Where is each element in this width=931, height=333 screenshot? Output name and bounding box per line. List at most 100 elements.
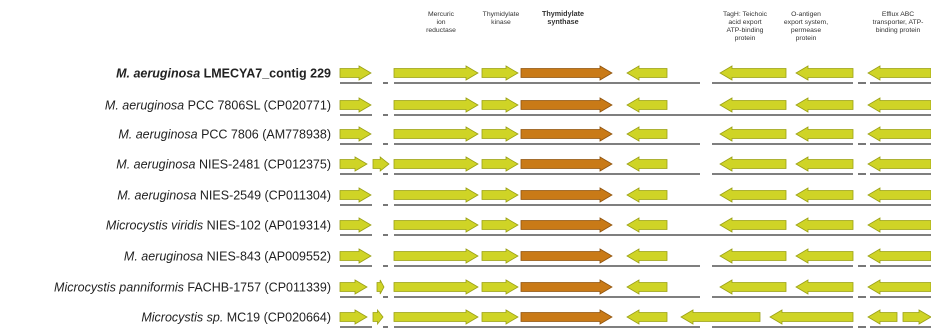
gene-title-line: ion xyxy=(436,19,445,26)
gene-arrow xyxy=(719,248,787,264)
species-name: M. aeruginosa xyxy=(118,128,197,142)
gene-arrow xyxy=(769,309,854,325)
gene-arrow xyxy=(795,126,854,142)
species-name: M. aeruginosa xyxy=(116,158,195,172)
backbones xyxy=(340,82,931,328)
strain-id: PCC 7806 (AM778938) xyxy=(198,128,331,142)
gene-arrow xyxy=(795,279,854,295)
gene-arrow xyxy=(339,279,368,295)
gene-arrow xyxy=(719,65,787,81)
gene-arrow xyxy=(376,279,385,295)
strain-label: M. aeruginosa PCC 7806SL (CP020771) xyxy=(105,99,331,113)
species-name: M. aeruginosa xyxy=(116,67,200,81)
species-name: M. aeruginosa xyxy=(105,99,184,113)
gene-arrow xyxy=(795,156,854,172)
gene-arrow xyxy=(626,279,668,295)
thymidylate-synthase-gene-arrow xyxy=(520,187,613,203)
species-name: Microcystis panniformis xyxy=(54,281,184,295)
gene-title-line: Mercuric xyxy=(428,11,455,18)
strain-id: NIES-102 (AP019314) xyxy=(203,219,331,233)
gene-row-8 xyxy=(339,279,931,295)
gene-arrow xyxy=(680,309,761,325)
gene-arrow xyxy=(339,156,368,172)
thymidylate-synthase-gene-arrow xyxy=(520,97,613,113)
gene-arrow xyxy=(795,217,854,233)
gene-arrow xyxy=(481,97,519,113)
gene-arrow xyxy=(481,65,519,81)
gene-arrow xyxy=(626,187,668,203)
gene-title-2: Thymidylate kinase xyxy=(483,11,520,26)
gene-arrow xyxy=(393,187,479,203)
strain-label: Microcystis viridis NIES-102 (AP019314) xyxy=(106,219,331,233)
strain-id: MC19 (CP020664) xyxy=(223,311,331,325)
gene-arrow xyxy=(481,126,519,142)
species-name: M. aeruginosa xyxy=(124,250,203,264)
strain-label: Microcystis sp. MC19 (CP020664) xyxy=(141,311,331,325)
gene-row-4 xyxy=(339,156,931,172)
species-name: Microcystis viridis xyxy=(106,219,203,233)
gene-arrow xyxy=(867,248,931,264)
gene-row-7 xyxy=(339,248,931,264)
gene-title-5: O-antigen export system, permease protein xyxy=(784,11,828,42)
gene-arrow xyxy=(626,248,668,264)
gene-arrow xyxy=(867,97,931,113)
thymidylate-synthase-gene-arrow xyxy=(520,217,613,233)
strain-id: NIES-843 (AP009552) xyxy=(203,250,331,264)
gene-arrow xyxy=(393,97,479,113)
gene-title-text: O-antigen export system, permease protein xyxy=(784,11,828,42)
gene-arrow xyxy=(719,187,787,203)
gene-arrow xyxy=(626,217,668,233)
strain-id: NIES-2549 (CP011304) xyxy=(196,189,331,203)
gene-title-line: transporter, ATP- xyxy=(873,19,924,26)
gene-arrow xyxy=(481,217,519,233)
gene-title-line: ATP-binding xyxy=(727,27,764,34)
gene-arrow xyxy=(393,156,479,172)
gene-arrow xyxy=(719,279,787,295)
gene-arrow xyxy=(339,248,372,264)
strain-label: Microcystis panniformis FACHB-1757 (CP01… xyxy=(54,281,331,295)
gene-title-6: Efflux ABC transporter, ATP-binding prote… xyxy=(873,11,924,34)
gene-arrow xyxy=(795,97,854,113)
gene-title-line: kinase xyxy=(491,19,511,26)
gene-title-line: O-antigen xyxy=(791,11,821,18)
strain-id: LMECYA7_contig 229 xyxy=(200,67,331,81)
gene-arrow xyxy=(481,187,519,203)
gene-arrow xyxy=(339,217,372,233)
gene-arrow xyxy=(339,126,372,142)
gene-arrow xyxy=(339,187,372,203)
gene-arrow xyxy=(393,126,479,142)
gene-arrow xyxy=(867,279,931,295)
gene-arrow xyxy=(393,309,479,325)
gene-arrow xyxy=(626,156,668,172)
gene-row-2 xyxy=(339,97,931,113)
strain-id: PCC 7806SL (CP020771) xyxy=(184,99,331,113)
gene-arrow xyxy=(795,65,854,81)
gene-arrow xyxy=(339,65,372,81)
gene-arrow xyxy=(867,217,931,233)
gene-title-line: protein xyxy=(796,35,817,42)
gene-row-9 xyxy=(339,308,931,326)
gene-arrow xyxy=(795,248,854,264)
gene-title-3: Thymidylate synthase xyxy=(542,9,584,26)
gene-title-line: protein xyxy=(735,35,756,42)
gene-title-line: synthase xyxy=(547,17,578,26)
gene-title-text: Thymidylate synthase xyxy=(542,9,584,26)
gene-title-text: Efflux ABC transporter, ATP-binding prote… xyxy=(873,11,924,34)
strain-label: M. aeruginosa NIES-2481 (CP012375) xyxy=(116,158,331,172)
gene-arrow xyxy=(626,309,668,325)
gene-title-1: Mercuric ion reductase xyxy=(426,11,456,34)
gene-arrow xyxy=(626,65,668,81)
strain-id: FACHB-1757 (CP011339) xyxy=(184,281,331,295)
strain-label: M. aeruginosa NIES-843 (AP009552) xyxy=(124,250,331,264)
gene-arrow xyxy=(481,279,519,295)
gene-arrow xyxy=(393,248,479,264)
gene-arrow xyxy=(339,309,368,325)
gene-title-line: permease xyxy=(791,27,821,34)
strain-label: M. aeruginosa NIES-2549 (CP011304) xyxy=(117,189,331,203)
genes xyxy=(339,65,931,326)
gene-arrow xyxy=(481,309,519,325)
gene-arrow xyxy=(867,309,898,325)
thymidylate-synthase-gene-arrow xyxy=(520,309,613,325)
